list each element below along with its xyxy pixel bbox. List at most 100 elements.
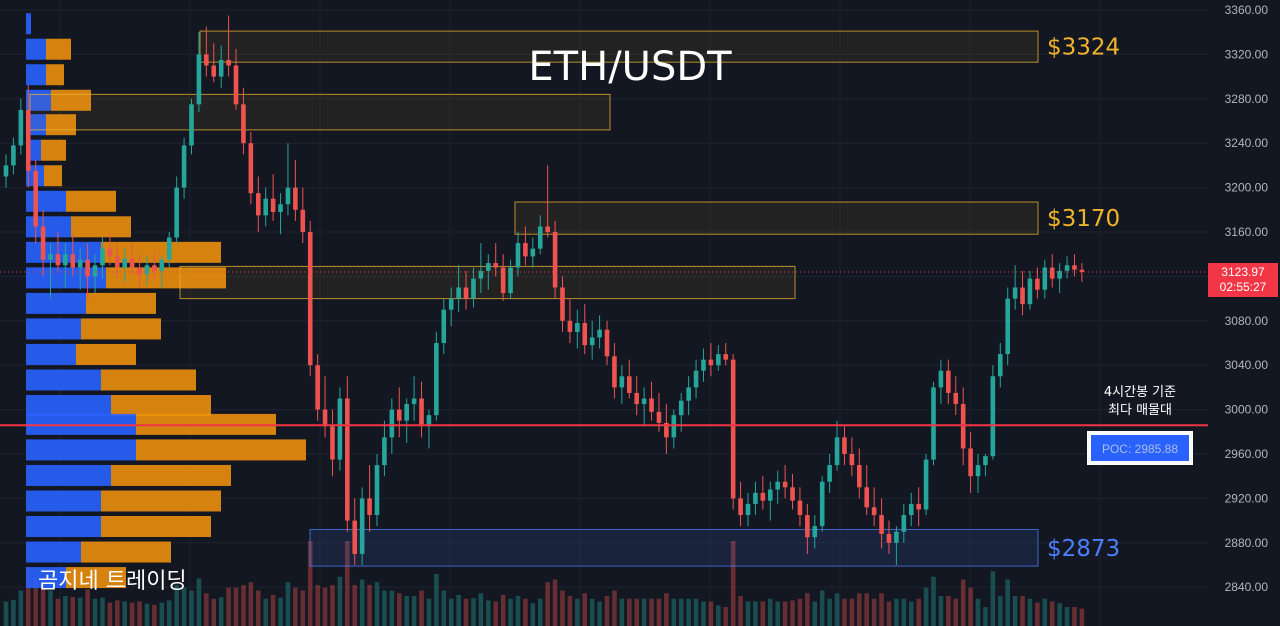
candle-body bbox=[478, 270, 484, 279]
candle-body bbox=[285, 187, 291, 205]
candle-body bbox=[1057, 270, 1062, 279]
volume-bar bbox=[204, 593, 209, 626]
volume-bar bbox=[656, 598, 662, 626]
volume-bar bbox=[686, 598, 691, 626]
volume-bar bbox=[293, 587, 298, 626]
y-tick-label: 2840.00 bbox=[1225, 580, 1269, 594]
candle-body bbox=[3, 165, 9, 177]
candle-body bbox=[849, 454, 855, 466]
profile-bar-primary bbox=[26, 216, 71, 238]
profile-bar-secondary bbox=[81, 318, 161, 340]
profile-bar-primary bbox=[26, 343, 76, 365]
volume-bar bbox=[730, 541, 736, 626]
candle-body bbox=[649, 398, 654, 412]
candle-body bbox=[537, 226, 543, 249]
volume-bar bbox=[908, 601, 914, 626]
poc-box: POC: 2985.88 bbox=[1087, 431, 1193, 465]
volume-bar bbox=[664, 593, 669, 626]
volume-bar bbox=[189, 590, 194, 626]
candle-body bbox=[597, 329, 602, 338]
candle-body bbox=[953, 392, 959, 405]
volume-bar bbox=[233, 587, 239, 626]
profile-bar-primary bbox=[26, 190, 66, 212]
volume-bar bbox=[1020, 596, 1025, 626]
candle-body bbox=[352, 520, 358, 554]
candle-body bbox=[471, 278, 476, 299]
candle-body bbox=[1012, 287, 1018, 299]
candle-body bbox=[396, 409, 402, 421]
candle-body bbox=[211, 65, 217, 77]
y-tick-label: 2880.00 bbox=[1225, 536, 1269, 550]
candle-body bbox=[77, 259, 83, 268]
volume-bar bbox=[523, 598, 528, 626]
candle-body bbox=[248, 143, 254, 194]
volume-bar bbox=[775, 601, 780, 626]
profile-bar-secondary bbox=[51, 89, 91, 111]
volume-bar bbox=[671, 598, 677, 626]
volume-bar bbox=[456, 594, 461, 626]
volume-bar bbox=[634, 598, 639, 626]
candle-body bbox=[233, 65, 239, 105]
volume-bar bbox=[493, 601, 499, 626]
profile-bar-secondary bbox=[101, 241, 221, 263]
candle-body bbox=[337, 398, 343, 460]
candle-body bbox=[374, 465, 380, 516]
candle-body bbox=[946, 370, 951, 393]
profile-bar-primary bbox=[26, 516, 101, 538]
candle-body bbox=[330, 426, 335, 460]
volume-bar bbox=[805, 593, 810, 626]
volume-bar bbox=[389, 590, 395, 626]
profile-bar-primary bbox=[26, 38, 46, 60]
volume-bar bbox=[716, 605, 721, 626]
candle-body bbox=[70, 254, 76, 268]
volume-bar bbox=[901, 598, 907, 626]
candle-body bbox=[389, 409, 395, 438]
candle-body bbox=[263, 198, 268, 216]
volume-bar bbox=[345, 541, 350, 626]
price-axis[interactable]: 3360.00 3320.00 3280.00 3240.00 3200.00 3160.… bbox=[1208, 0, 1280, 626]
candle-body bbox=[805, 515, 810, 538]
volume-bars bbox=[3, 541, 1085, 626]
candle-body bbox=[664, 422, 669, 438]
candle-body bbox=[129, 258, 135, 268]
volume-bar bbox=[827, 598, 832, 626]
volume-bar bbox=[975, 598, 981, 626]
zone-label: $3324 bbox=[1047, 35, 1120, 61]
last-price-value: 3123.97 bbox=[1221, 265, 1265, 279]
volume-bar bbox=[448, 598, 454, 626]
price-zone bbox=[514, 201, 1039, 235]
profile-bar-secondary bbox=[81, 541, 171, 563]
y-tick-label: 3240.00 bbox=[1225, 136, 1269, 150]
candle-body bbox=[908, 503, 914, 516]
candle-body bbox=[11, 145, 16, 166]
volume-bar bbox=[738, 596, 743, 626]
candle-body bbox=[812, 526, 818, 538]
candle-body bbox=[819, 481, 825, 527]
candle-body bbox=[782, 481, 788, 488]
volume-bar bbox=[396, 593, 402, 626]
profile-bar-secondary bbox=[41, 139, 66, 161]
volume-bar bbox=[129, 602, 135, 626]
candle-body bbox=[997, 354, 1003, 377]
volume-bar bbox=[1035, 602, 1040, 626]
candle-body bbox=[545, 226, 550, 232]
candle-body bbox=[92, 265, 98, 277]
profile-bar-secondary bbox=[66, 190, 116, 212]
profile-bar-secondary bbox=[111, 395, 211, 417]
candle-body bbox=[983, 456, 988, 466]
volume-bar bbox=[567, 596, 573, 626]
volume-bar bbox=[857, 593, 862, 626]
candle-body bbox=[419, 398, 424, 427]
candle-body bbox=[278, 204, 283, 213]
profile-bar-primary bbox=[26, 89, 51, 111]
profile-bar-secondary bbox=[71, 216, 131, 238]
candle-body bbox=[693, 370, 699, 388]
volume-bar bbox=[508, 598, 513, 626]
candle-body bbox=[404, 404, 409, 421]
volume-bar bbox=[886, 601, 892, 626]
candle-body bbox=[604, 329, 610, 357]
candle-body bbox=[886, 533, 892, 543]
candle-body bbox=[48, 254, 53, 260]
volume-bar bbox=[263, 598, 268, 626]
volume-bar bbox=[3, 601, 9, 626]
